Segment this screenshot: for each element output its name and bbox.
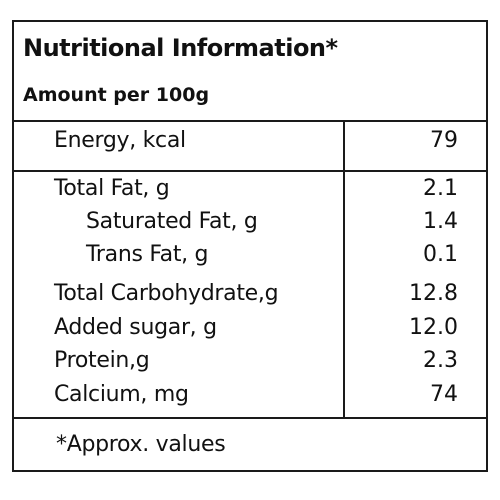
divider-bottom: [14, 417, 486, 419]
divider-top: [14, 120, 486, 122]
nutrient-label: Added sugar, g: [54, 315, 217, 340]
nutrient-value: 74: [430, 382, 458, 407]
nutrient-value: 0.1: [423, 242, 458, 267]
panel-subtitle: Amount per 100g: [23, 84, 210, 106]
nutrient-value: 2.3: [423, 348, 458, 373]
nutrient-label: Total Fat, g: [54, 176, 170, 201]
energy-value: 79: [430, 128, 458, 153]
nutrient-value: 12.8: [409, 281, 458, 306]
nutrient-value: 2.1: [423, 176, 458, 201]
nutrient-value: 1.4: [423, 209, 458, 234]
energy-label: Energy, kcal: [54, 128, 186, 153]
nutrient-value: 12.0: [409, 315, 458, 340]
nutrient-label: Saturated Fat, g: [86, 209, 258, 234]
panel-title: Nutritional Information*: [23, 34, 338, 62]
nutrient-label: Total Carbohydrate,g: [54, 281, 279, 306]
column-divider: [343, 120, 345, 417]
nutrient-label: Trans Fat, g: [86, 242, 209, 267]
nutrition-panel: Nutritional Information* Amount per 100g…: [12, 20, 488, 472]
footnote: *Approx. values: [56, 432, 226, 457]
nutrient-label: Protein,g: [54, 348, 150, 373]
divider-energy: [14, 170, 486, 172]
nutrient-label: Calcium, mg: [54, 382, 189, 407]
